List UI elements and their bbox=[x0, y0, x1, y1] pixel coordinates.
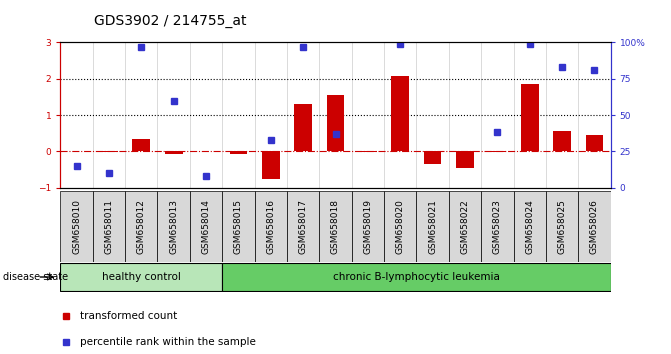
Text: GSM658023: GSM658023 bbox=[493, 199, 502, 254]
Text: GSM658017: GSM658017 bbox=[299, 199, 307, 254]
Bar bbox=[158, 191, 190, 262]
Text: disease state: disease state bbox=[3, 272, 68, 282]
Bar bbox=[553, 131, 571, 152]
Bar bbox=[60, 191, 93, 262]
Bar bbox=[287, 191, 319, 262]
Bar bbox=[262, 152, 280, 178]
Text: GSM658020: GSM658020 bbox=[396, 199, 405, 254]
Bar bbox=[319, 191, 352, 262]
Bar bbox=[513, 191, 546, 262]
Text: percentile rank within the sample: percentile rank within the sample bbox=[80, 337, 256, 347]
Bar bbox=[352, 191, 384, 262]
Bar bbox=[391, 76, 409, 152]
Bar bbox=[384, 191, 417, 262]
Bar bbox=[521, 84, 539, 152]
Text: healthy control: healthy control bbox=[102, 272, 180, 282]
Text: GSM658015: GSM658015 bbox=[234, 199, 243, 254]
Text: GDS3902 / 214755_at: GDS3902 / 214755_at bbox=[94, 14, 246, 28]
Bar bbox=[132, 139, 150, 152]
Bar bbox=[222, 263, 611, 291]
Text: chronic B-lymphocytic leukemia: chronic B-lymphocytic leukemia bbox=[333, 272, 500, 282]
Bar bbox=[93, 191, 125, 262]
Text: GSM658012: GSM658012 bbox=[137, 199, 146, 254]
Bar bbox=[125, 191, 158, 262]
Bar bbox=[546, 191, 578, 262]
Text: GSM658010: GSM658010 bbox=[72, 199, 81, 254]
Bar bbox=[254, 191, 287, 262]
Bar bbox=[165, 152, 183, 154]
Bar bbox=[417, 191, 449, 262]
Text: GSM658026: GSM658026 bbox=[590, 199, 599, 254]
Text: GSM658019: GSM658019 bbox=[364, 199, 372, 254]
Text: transformed count: transformed count bbox=[80, 311, 177, 321]
Bar bbox=[456, 152, 474, 168]
Bar bbox=[586, 135, 603, 152]
Bar bbox=[294, 104, 312, 152]
Text: GSM658014: GSM658014 bbox=[201, 199, 211, 254]
Text: GSM658022: GSM658022 bbox=[460, 199, 470, 254]
Bar bbox=[578, 191, 611, 262]
Bar bbox=[481, 191, 513, 262]
Text: GSM658025: GSM658025 bbox=[558, 199, 566, 254]
Text: GSM658024: GSM658024 bbox=[525, 199, 534, 254]
Bar bbox=[449, 191, 481, 262]
Text: GSM658016: GSM658016 bbox=[266, 199, 275, 254]
Bar bbox=[423, 152, 442, 164]
Text: GSM658013: GSM658013 bbox=[169, 199, 178, 254]
Bar bbox=[60, 263, 222, 291]
Text: GSM658011: GSM658011 bbox=[105, 199, 113, 254]
Bar bbox=[229, 152, 248, 154]
Bar bbox=[222, 191, 254, 262]
Bar bbox=[190, 191, 222, 262]
Text: GSM658018: GSM658018 bbox=[331, 199, 340, 254]
Text: GSM658021: GSM658021 bbox=[428, 199, 437, 254]
Bar bbox=[327, 95, 344, 152]
